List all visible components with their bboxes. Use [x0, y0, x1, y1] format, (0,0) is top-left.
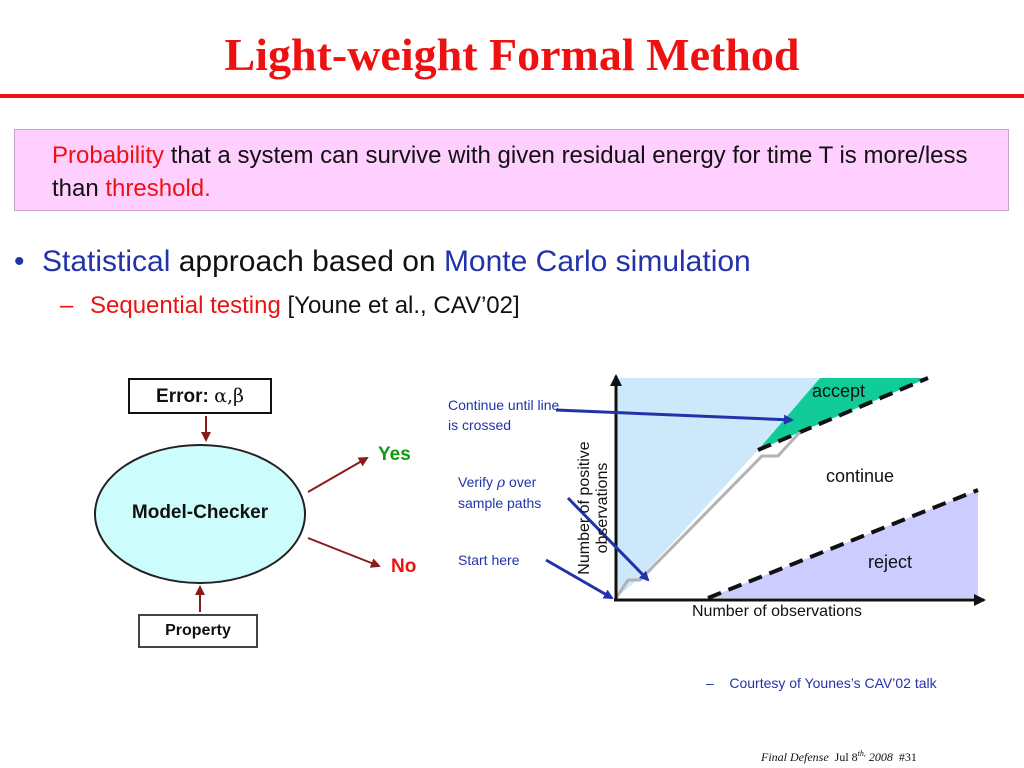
verify-note: Verify ρ over sample paths: [458, 472, 570, 513]
statistical-highlight: Statistical: [42, 245, 171, 278]
footer-date: Jul 8: [834, 750, 858, 764]
definition-text: Probability that a system can survive wi…: [52, 139, 1002, 205]
continue-label: continue: [826, 466, 895, 486]
bullet-body: approach based on: [170, 245, 444, 278]
reject-label: reject: [868, 552, 913, 572]
definition-body: that a system can survive with given res…: [52, 142, 968, 202]
reject-boundary-line: [707, 488, 979, 600]
accept-boundary-line: [757, 376, 929, 452]
accept-label: accept: [812, 381, 866, 401]
main-bullet: • Statistical approach based on Monte Car…: [14, 243, 751, 281]
verify-suffix: over sample paths: [458, 474, 542, 511]
citation-text: [Youne et al., CAV’02]: [280, 292, 520, 319]
footer-event: Final Defense: [761, 750, 829, 764]
bullet-dot-icon: •: [14, 245, 25, 278]
sub-bullet-dash: –: [60, 292, 74, 319]
start-note-arrow: [545, 558, 614, 600]
footer-date-suffix: th,: [857, 749, 866, 758]
error-label: Error:: [156, 386, 209, 407]
courtesy-text: Courtesy of Younes’s CAV’02 talk: [729, 675, 937, 691]
continue-upper-region: [616, 378, 820, 598]
slide-title: Light-weight Formal Method: [224, 29, 800, 80]
sub-bullet: – Sequential testing [Youne et al., CAV’0…: [60, 290, 520, 322]
no-arrow: [307, 537, 381, 568]
verify-prefix: Verify: [458, 474, 497, 490]
footer-year: 2008: [868, 750, 893, 764]
monte-carlo-highlight: Monte Carlo simulation: [443, 245, 751, 278]
sample-path: [614, 430, 802, 599]
model-checker-label: Model-Checker: [131, 502, 269, 523]
y-axis-label: Number of positive observations: [576, 441, 611, 575]
sequential-testing-highlight: Sequential testing: [90, 292, 281, 319]
courtesy-dash: –: [706, 675, 714, 691]
model-checker-ellipse: [94, 444, 306, 584]
error-box: Error: α,β: [128, 378, 272, 414]
rho-symbol: ρ: [496, 475, 506, 491]
threshold-highlight: threshold.: [105, 175, 211, 202]
courtesy-note: – Courtesy of Younes’s CAV’02 talk: [706, 675, 937, 691]
continue-note-arrow: [555, 408, 794, 425]
slide-footer: Final Defense Jul 8th, 2008 #31: [761, 749, 917, 765]
title-underline: [0, 94, 1024, 98]
probability-highlight: Probability: [52, 142, 165, 169]
continue-note: Continue until line is crossed: [448, 397, 560, 433]
slide-number: #31: [898, 750, 917, 764]
verify-note-arrow: [566, 496, 650, 582]
error-symbols: α,β: [214, 385, 244, 407]
no-label: No: [391, 556, 417, 577]
start-note: Start here: [458, 552, 520, 568]
property-box: Property: [138, 614, 258, 648]
x-axis-label: Number of observations: [692, 603, 862, 620]
yes-label: Yes: [378, 444, 411, 465]
definition-callout: [14, 129, 1009, 211]
yes-arrow: [307, 457, 369, 493]
